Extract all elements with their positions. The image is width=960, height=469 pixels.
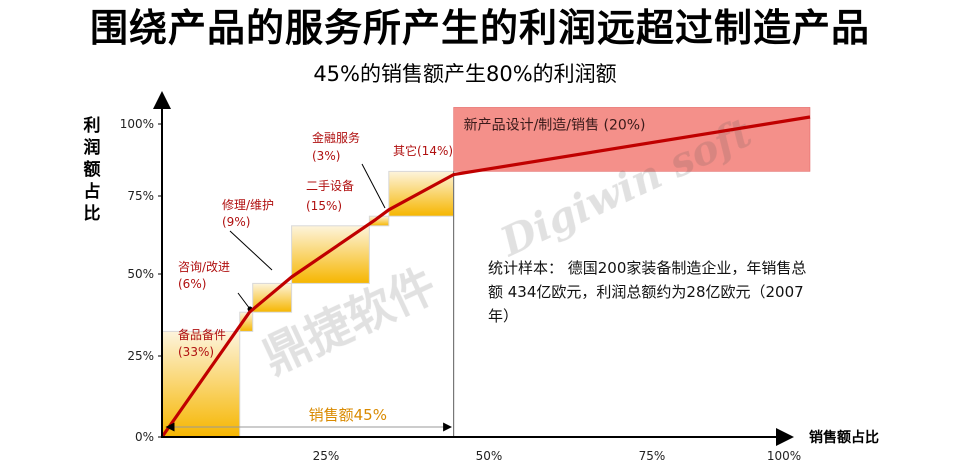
x-axis-label: 销售额占比 xyxy=(809,429,879,446)
block-label: 备品备件 xyxy=(178,328,226,342)
y-axis-label: 润 xyxy=(84,137,101,158)
block-label: 修理/维护 xyxy=(222,197,274,212)
block-percent: (33%) xyxy=(178,345,214,359)
block-label: 其它(14%) xyxy=(393,143,453,158)
y-tick-label: 50% xyxy=(127,267,154,281)
x-tick-label: 100% xyxy=(767,449,801,463)
service-block xyxy=(291,225,370,284)
x-tick-label: 50% xyxy=(476,449,503,463)
sample-note: 统计样本： 德国200家装备制造企业，年销售总额 434亿欧元，利润总额约为28… xyxy=(488,259,807,325)
service-block xyxy=(239,311,254,332)
block-percent: (9%) xyxy=(222,215,250,229)
block-label: 二手设备 xyxy=(306,179,354,193)
y-tick-label: 100% xyxy=(120,117,154,131)
page-title: 围绕产品的服务所产生的利润远超过制造产品 xyxy=(89,6,870,50)
y-axis-label: 额 xyxy=(84,159,101,180)
block-label: 金融服务 xyxy=(312,130,360,145)
sales-annotation: 销售额45% xyxy=(309,406,387,424)
y-axis-label: 比 xyxy=(84,203,101,224)
pointer-line xyxy=(237,292,251,310)
x-tick-label: 25% xyxy=(313,449,340,463)
profit-curve xyxy=(160,115,811,438)
manufacturing-label: 新产品设计/制造/销售 (20%) xyxy=(464,117,646,133)
page-subtitle: 45%的销售额产生80%的利润额 xyxy=(313,62,617,86)
y-axis-label: 占 xyxy=(84,181,101,202)
y-tick-label: 0% xyxy=(135,430,154,444)
y-axis-label: 利 xyxy=(84,115,101,136)
block-percent: (3%) xyxy=(312,149,340,163)
y-tick-label: 75% xyxy=(127,189,154,203)
pointer-line xyxy=(229,230,273,271)
block-percent: (15%) xyxy=(306,199,342,213)
block-label: 咨询/改进 xyxy=(178,259,230,274)
pointer-line xyxy=(361,163,386,209)
manufacturing-band xyxy=(453,107,811,172)
x-tick-label: 75% xyxy=(639,449,666,463)
y-tick-label: 25% xyxy=(127,349,154,363)
block-percent: (6%) xyxy=(178,277,206,291)
service-block xyxy=(252,282,293,313)
